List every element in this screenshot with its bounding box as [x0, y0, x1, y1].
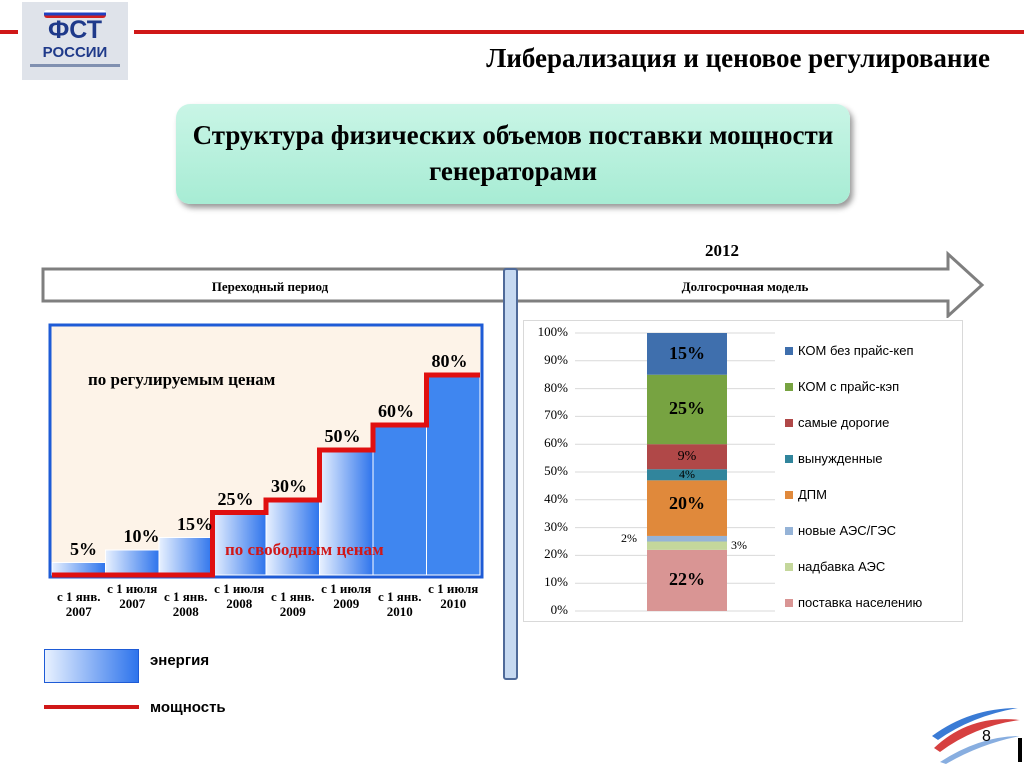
segment-value-label: 4% — [679, 466, 695, 481]
stack-segment — [647, 444, 727, 470]
slide-number: 8 — [982, 728, 991, 745]
period-category-label: с 1 янв. 2009 — [270, 589, 315, 619]
legend-swatch — [785, 455, 793, 463]
period-category-label: с 1 янв. 2008 — [163, 589, 208, 619]
energy-value-label: 25% — [217, 488, 254, 509]
legend-energy-swatch — [44, 649, 139, 683]
segment-value-label: 22% — [669, 569, 705, 590]
year-label: 2012 — [705, 241, 739, 260]
legend-swatch — [785, 599, 793, 607]
segment-value-label: 20% — [669, 493, 705, 514]
period-category-label: с 1 янв. 2010 — [377, 589, 422, 619]
energy-value-label: 60% — [378, 401, 414, 421]
period-transition: Переходный период — [211, 279, 329, 294]
energy-value-label: 5% — [70, 538, 97, 559]
logo-caption — [30, 64, 120, 67]
energy-value-label: 10% — [123, 526, 160, 546]
legend-label: поставка населению — [798, 595, 923, 610]
legend-swatch — [785, 563, 793, 571]
energy-bar — [265, 499, 320, 576]
energy-value-label: 50% — [324, 426, 361, 446]
subtitle-box: Структура физических объемов поставки мо… — [176, 104, 850, 204]
energy-value-label: 15% — [177, 513, 213, 534]
period-long-term: Долгосрочная модель — [681, 279, 809, 294]
legend-swatch — [785, 347, 793, 355]
period-category-label: с 1 июля 2008 — [214, 581, 265, 611]
stack-segment — [647, 535, 727, 542]
energy-bar — [105, 549, 160, 576]
energy-value-label: 30% — [271, 476, 307, 496]
period-category-label: с 1 июля 2007 — [107, 581, 158, 611]
energy-bar — [158, 537, 213, 576]
legend-label: надбавка АЭС — [798, 559, 886, 574]
y-tick-label: 30% — [544, 518, 568, 534]
energy-bar — [426, 374, 481, 576]
stack-segment — [647, 333, 727, 375]
y-tick-label: 50% — [544, 463, 568, 478]
segment-value-label: 9% — [677, 448, 697, 464]
legend-label: самые дорогие — [798, 415, 890, 430]
header-red-line — [0, 30, 1024, 34]
legend-swatch — [785, 419, 793, 427]
y-tick-label: 100% — [537, 324, 568, 339]
period-category-label: с 1 июля 2010 — [428, 581, 479, 611]
logo-line2: РОССИИ — [42, 44, 108, 61]
structure-chart — [575, 332, 775, 612]
y-tick-label: 10% — [544, 574, 568, 590]
legend-label: ДПМ — [798, 487, 827, 502]
segment-value-label: 3% — [731, 537, 747, 552]
footer-bar — [1018, 738, 1022, 762]
stack-segment — [647, 469, 727, 481]
legend-swatch — [785, 527, 793, 535]
segment-value-label: 15% — [669, 342, 705, 363]
y-tick-label: 20% — [544, 546, 568, 562]
legend-capacity-label: мощность — [150, 699, 226, 716]
period-category-label: с 1 янв. 2007 — [56, 589, 101, 619]
y-tick-label: 80% — [544, 379, 568, 395]
legend-swatch — [785, 491, 793, 499]
stack-segment — [647, 480, 727, 536]
period-category-label: с 1 июля 2009 — [321, 581, 372, 611]
stack-segment — [647, 549, 727, 611]
energy-bar — [319, 449, 374, 576]
y-tick-label: 70% — [544, 407, 568, 423]
logo-line1: ФСТ — [47, 16, 103, 44]
stack-segment — [647, 541, 727, 550]
legend-energy-label: энергия — [150, 652, 210, 669]
stack-segment — [647, 374, 727, 445]
structure-chart-frame — [523, 320, 963, 622]
legend-label: новые АЭС/ГЭС — [798, 523, 897, 538]
annotation-free: по свободным ценам — [225, 540, 384, 559]
subtitle-text: Структура физических объемов поставки мо… — [192, 120, 834, 186]
liberalization-chart — [48, 323, 484, 579]
legend-capacity-swatch — [44, 705, 139, 709]
logo-flag-icon — [44, 10, 106, 18]
legend-swatch — [785, 383, 793, 391]
y-tick-label: 0% — [550, 602, 568, 617]
y-tick-label: 90% — [544, 351, 568, 367]
page-title: Либерализация и ценовое регулирование — [486, 43, 990, 73]
period-divider — [503, 268, 518, 680]
legend-label: КОМ без прайс-кеп — [798, 343, 914, 358]
legend-label: вынужденные — [798, 451, 883, 466]
annotation-regulated: по регулируемым ценам — [88, 370, 276, 389]
y-tick-label: 40% — [544, 490, 568, 506]
fst-logo: ФСТ РОССИИ — [22, 2, 128, 80]
segment-value-label: 2% — [621, 530, 637, 545]
capacity-step-line — [52, 372, 480, 578]
energy-value-label: 80% — [431, 351, 468, 371]
segment-value-label: 25% — [669, 398, 705, 419]
legend-label: КОМ с прайс-кэп — [798, 379, 900, 394]
footer-swoosh-icon — [932, 708, 1020, 764]
y-tick-label: 60% — [544, 435, 568, 451]
